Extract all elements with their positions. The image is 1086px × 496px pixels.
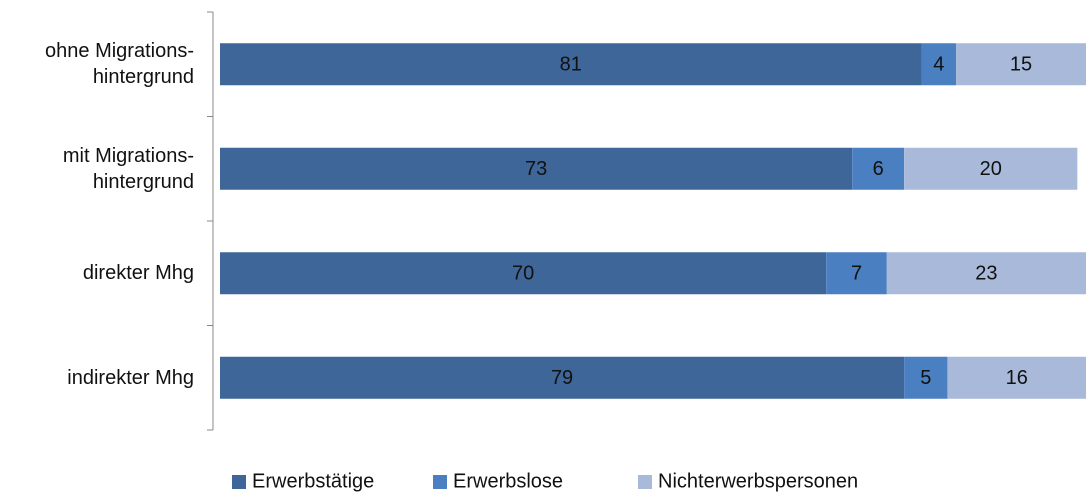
bar-segment [220, 43, 922, 86]
bar-segment [220, 147, 853, 190]
legend-swatch [433, 475, 447, 489]
value-label: 16 [1006, 367, 1028, 389]
bar-segment [886, 252, 1086, 295]
legend-swatch [232, 475, 246, 489]
legend-label: Erwerbslose [453, 470, 563, 492]
bar-segment [904, 147, 1078, 190]
legend-swatch [638, 475, 652, 489]
value-label: 5 [920, 367, 931, 389]
value-label: 70 [512, 263, 534, 285]
legend-label: Erwerbstätige [252, 470, 374, 492]
legend-label: Nichterwerbspersonen [658, 470, 858, 492]
bar-segment [220, 356, 905, 399]
value-label: 4 [933, 54, 944, 76]
category-label: direkter Mhg [82, 262, 194, 285]
bar-segment [921, 43, 957, 86]
category-label: mit Migrations- hintergrund [62, 144, 194, 193]
value-label: 23 [975, 263, 997, 285]
value-label: 6 [873, 158, 884, 180]
bar-segment [904, 356, 948, 399]
bar-segment [956, 43, 1086, 86]
bar-segment [826, 252, 887, 295]
value-label: 81 [560, 54, 582, 76]
value-label: 7 [851, 263, 862, 285]
value-label: 15 [1010, 54, 1032, 76]
value-label: 79 [551, 367, 573, 389]
bar-segment [947, 356, 1086, 399]
category-label: ohne Migrations- hintergrund [45, 40, 194, 89]
value-label: 73 [525, 158, 547, 180]
bar-segment [852, 147, 905, 190]
bar-segment [220, 252, 827, 295]
value-label: 20 [980, 158, 1002, 180]
category-label: indirekter Mhg [67, 366, 194, 389]
